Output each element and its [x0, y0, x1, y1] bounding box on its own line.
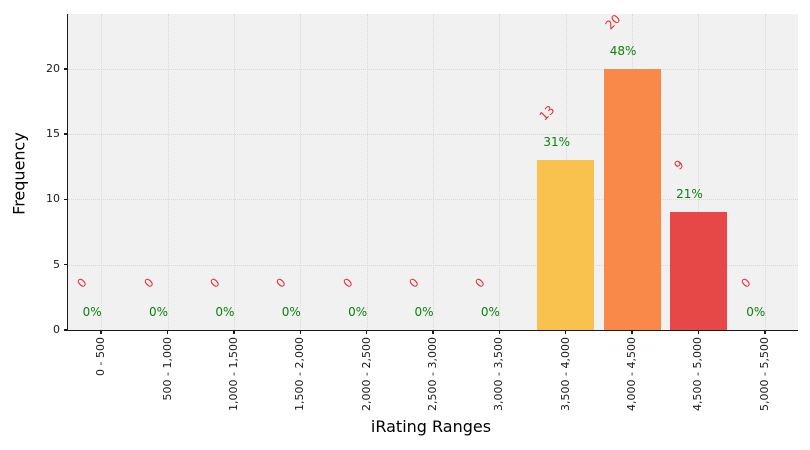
x-tick-label: 0 - 500 — [94, 337, 108, 376]
y-tick-mark — [64, 68, 68, 70]
y-tick-mark — [64, 198, 68, 201]
percent-label: 0% — [746, 305, 766, 319]
count-label: 13 — [536, 102, 558, 124]
y-tick-mark — [64, 133, 68, 135]
x-gridline — [233, 14, 235, 330]
x-tick-mark — [764, 330, 766, 334]
percent-label: 0% — [480, 305, 500, 319]
percent-label: 0% — [149, 305, 169, 319]
count-label: 0 — [472, 275, 489, 291]
x-tick-mark — [299, 330, 301, 334]
x-tick-mark — [432, 330, 434, 334]
x-tick-mark — [498, 330, 501, 334]
percent-label: 21% — [676, 187, 703, 202]
y-tick-label: 0 — [53, 323, 60, 336]
count-label: 20 — [602, 11, 624, 33]
y-tick-mark — [64, 329, 68, 331]
x-gridline — [167, 14, 169, 330]
x-tick-mark — [166, 330, 169, 334]
x-tick-label: 2,000 - 2,500 — [359, 337, 373, 411]
percent-label: 0% — [82, 305, 102, 319]
x-gridline — [433, 14, 434, 330]
plot-area: 0% 0 0% 0 0% 0 0% 0 0% 0 0% 0 0% 0 31% 13 48% 20 21% 9 0% 0 — [68, 11, 798, 330]
x-gridline — [101, 14, 103, 330]
x-tick-label: 1,500 - 2,000 — [293, 337, 307, 411]
x-gridline — [300, 14, 302, 330]
x-tick-mark — [365, 330, 368, 334]
x-tick-label: 3,500 - 4,000 — [558, 337, 572, 411]
count-label: 0 — [207, 275, 223, 291]
y-tick-label: 20 — [46, 61, 60, 75]
y-axis-title: Frequency — [9, 132, 29, 215]
x-tick-label: 4,500 - 5,000 — [691, 337, 705, 411]
count-label: 0 — [140, 275, 157, 291]
x-tick-mark — [697, 330, 700, 334]
y-tick-label: 15 — [46, 127, 60, 141]
bar — [603, 68, 661, 330]
percent-label: 0% — [281, 305, 301, 319]
x-gridline — [698, 14, 700, 330]
count-label: 9 — [671, 157, 688, 174]
x-gridline — [366, 14, 368, 330]
x-tick-label: 1,000 - 1,500 — [226, 337, 240, 411]
x-axis-title: iRating Ranges — [370, 417, 492, 436]
x-axis-spine — [66, 330, 798, 332]
count-label: 0 — [406, 275, 422, 291]
x-tick-label: 5,000 - 5,500 — [757, 337, 771, 411]
count-label: 0 — [273, 275, 289, 291]
x-tick-label: 4,000 - 4,500 — [625, 337, 639, 411]
x-gridline — [499, 14, 501, 330]
count-label: 0 — [738, 275, 754, 291]
percent-label: 0% — [215, 305, 235, 319]
y-tick-label: 10 — [46, 192, 60, 206]
x-tick-mark — [233, 330, 235, 334]
y-tick-mark — [64, 264, 68, 266]
y-axis-spine — [66, 14, 68, 332]
x-tick-label: 500 - 1,000 — [160, 337, 174, 401]
bar — [669, 212, 727, 330]
x-tick-mark — [565, 330, 567, 334]
percent-label: 48% — [609, 43, 637, 58]
x-gridline — [764, 14, 766, 330]
bar — [537, 160, 595, 330]
count-label: 0 — [339, 275, 356, 291]
y-tick-label: 5 — [53, 257, 60, 271]
x-tick-mark — [100, 330, 102, 334]
percent-label: 0% — [414, 305, 434, 319]
percent-label: 0% — [348, 305, 368, 319]
x-tick-label: 2,500 - 3,000 — [426, 337, 439, 411]
percent-label: 31% — [543, 135, 571, 150]
x-tick-mark — [631, 330, 633, 334]
count-label: 0 — [74, 275, 90, 291]
x-tick-label: 3,000 - 3,500 — [492, 337, 506, 411]
